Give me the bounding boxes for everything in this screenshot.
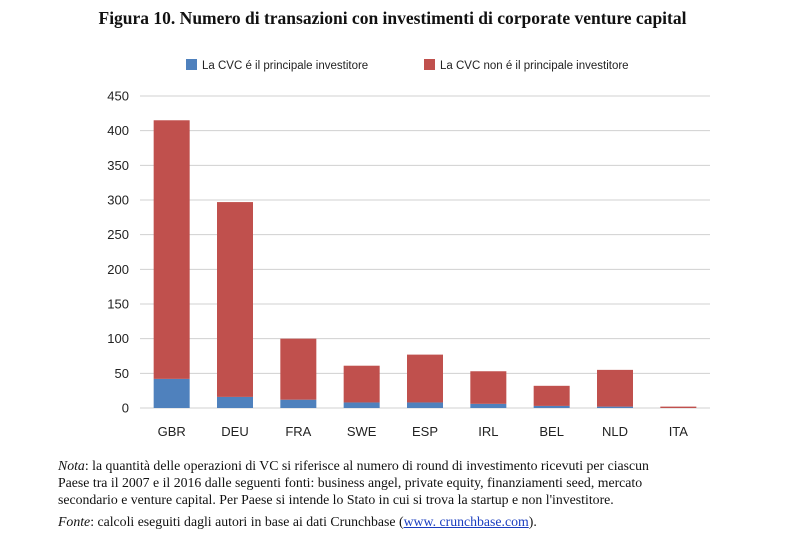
- crunchbase-link[interactable]: www. crunchbase.com: [403, 514, 529, 529]
- bar-segment-non-primary-swe: [343, 365, 380, 403]
- bar-segment-non-primary-ita: [660, 406, 697, 408]
- x-tick-label-nld: NLD: [602, 424, 628, 439]
- bar-segment-non-primary-nld: [597, 369, 633, 407]
- y-tick-label: 350: [107, 158, 129, 173]
- y-tick-label: 250: [107, 227, 129, 242]
- y-tick-label: 200: [107, 262, 129, 277]
- y-tick-label: 450: [107, 89, 129, 104]
- bar-segment-non-primary-gbr: [153, 120, 190, 379]
- y-tick-label: 300: [107, 193, 129, 208]
- x-tick-label-bel: BEL: [539, 424, 564, 439]
- nota-text-1: : la quantità delle operazioni di VC si …: [84, 458, 649, 473]
- legend-swatch: [424, 59, 435, 70]
- x-tick-label-deu: DEU: [221, 424, 248, 439]
- bar-segment-primary-swe: [343, 402, 380, 408]
- fonte-line: Fonte: calcoli eseguiti dagli autori in …: [58, 513, 758, 530]
- bar-segment-non-primary-bel: [533, 385, 570, 406]
- bar-segment-primary-deu: [217, 396, 253, 408]
- legend-label: La CVC é il principale investitore: [202, 60, 368, 72]
- y-axis-ticks: 0 50 100 150 200 250 300 350 400 450: [107, 89, 129, 416]
- y-tick-label: 400: [107, 123, 129, 138]
- x-tick-label-irl: IRL: [478, 424, 498, 439]
- nota-line-1: Nota: la quantità delle operazioni di VC…: [58, 457, 758, 474]
- legend-swatch: [186, 59, 197, 70]
- x-tick-label-ita: ITA: [669, 424, 689, 439]
- bar-segment-primary-irl: [470, 403, 507, 408]
- nota-line-2: Paese tra il 2007 e il 2016 dalle seguen…: [58, 475, 643, 490]
- bar-segment-primary-bel: [533, 405, 570, 408]
- bar-segment-primary-esp: [407, 402, 443, 408]
- x-axis-ticks: GBR DEU FRA SWE ESP IRL BEL NLD ITA: [158, 424, 689, 439]
- x-tick-label-swe: SWE: [347, 424, 377, 439]
- bars: [153, 120, 697, 408]
- y-tick-label: 100: [107, 331, 129, 346]
- y-tick-label: 150: [107, 297, 129, 312]
- nota-label: Nota: [58, 458, 85, 473]
- stacked-bar-chart: La CVC é il principale investitore La CVC…: [107, 59, 710, 439]
- bar-segment-non-primary-irl: [470, 371, 507, 404]
- x-tick-label-fra: FRA: [285, 424, 311, 439]
- fonte-end: ).: [528, 514, 537, 529]
- chart-title: Figura 10. Numero di transazioni con inv…: [98, 8, 687, 28]
- bar-segment-primary-fra: [280, 399, 317, 408]
- legend-label: La CVC non é il principale investitore: [440, 60, 629, 72]
- nota-line-3: secondario e venture capital. Per Paese …: [58, 492, 614, 507]
- legend: La CVC é il principale investitore La CVC…: [186, 59, 629, 72]
- bar-segment-primary-gbr: [153, 378, 190, 408]
- x-tick-label-gbr: GBR: [158, 424, 186, 439]
- y-tick-label: 50: [115, 366, 129, 381]
- fonte-text: : calcoli eseguiti dagli autori in base …: [90, 514, 404, 529]
- y-tick-label: 0: [122, 401, 129, 416]
- bar-segment-non-primary-deu: [217, 202, 253, 397]
- bar-segment-non-primary-esp: [407, 354, 443, 403]
- bar-segment-non-primary-fra: [280, 338, 317, 400]
- x-tick-label-esp: ESP: [412, 424, 438, 439]
- bar-segment-primary-nld: [597, 406, 633, 408]
- notes: Nota: la quantità delle operazioni di VC…: [58, 457, 758, 530]
- fonte-label: Fonte: [58, 514, 91, 529]
